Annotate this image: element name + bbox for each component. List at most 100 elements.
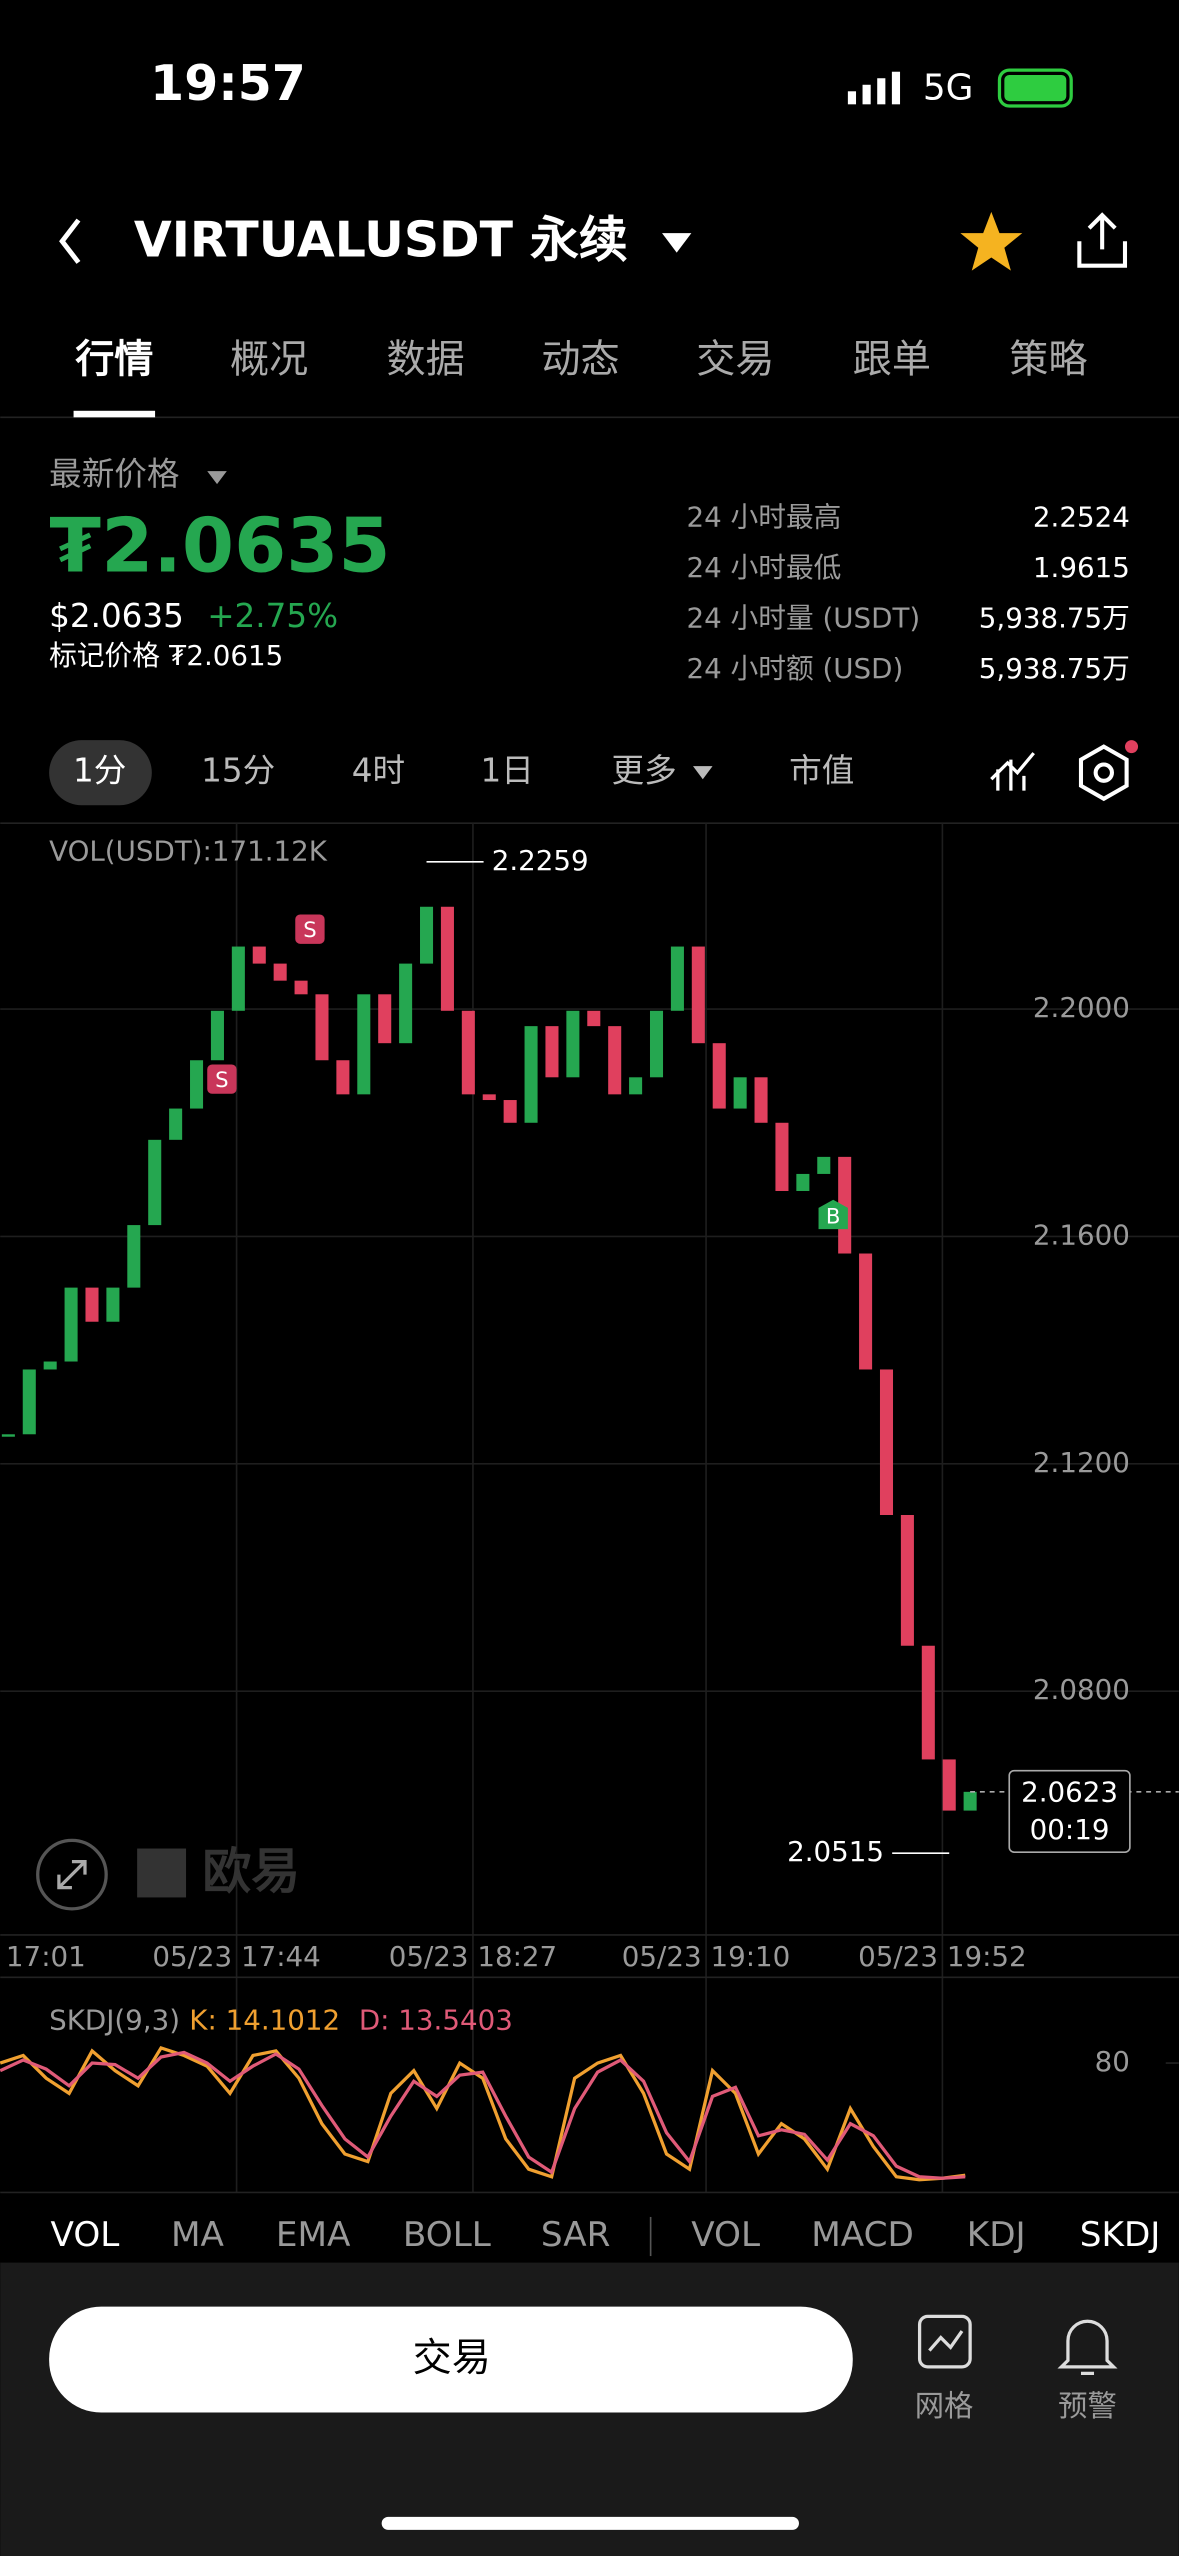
candle	[273, 963, 287, 981]
expand-icon	[57, 1859, 87, 1890]
legend-entry: K: 14.1012	[189, 2003, 340, 2036]
interval-selected	[49, 740, 152, 806]
candle	[629, 1077, 643, 1095]
pair-title[interactable]: VIRTUALUSDT 永续	[134, 211, 628, 268]
home-indicator	[381, 2516, 799, 2530]
y-tick-label: 80	[1095, 2045, 1130, 2078]
candle	[900, 1515, 914, 1646]
candle	[1, 1434, 15, 1437]
indicator-tab[interactable]: VOL	[691, 2215, 760, 2255]
candle	[420, 906, 434, 964]
candle	[963, 1791, 977, 1811]
candle	[169, 1108, 183, 1140]
tab[interactable]: 策略	[1009, 337, 1087, 382]
indicator-icon[interactable]	[990, 752, 1035, 791]
pair-dropdown[interactable]	[662, 233, 692, 253]
indicator-tab[interactable]: EMA	[276, 2215, 351, 2255]
price-label: 最新价格	[49, 455, 179, 493]
signal-marker: S	[207, 1064, 237, 1094]
stat-label: 24 小时量 (USDT)	[686, 601, 920, 634]
indicator-tab[interactable]: SAR	[541, 2215, 611, 2255]
last-price: 2.0623	[1021, 1775, 1118, 1808]
low-label: 2.0515	[787, 1835, 884, 1868]
share-button[interactable]	[1077, 212, 1128, 268]
indicator-tab[interactable]: BOLL	[403, 2215, 491, 2255]
watermark: 欧易	[202, 1843, 300, 1900]
indicator-tab[interactable]: VOL	[51, 2215, 120, 2255]
candle	[921, 1645, 935, 1760]
y-tick-label: 2.1600	[1033, 1218, 1130, 1251]
network: 5G	[923, 68, 974, 109]
indicator-tab[interactable]: KDJ	[967, 2215, 1026, 2255]
interval[interactable]: 1分	[73, 752, 126, 790]
signal-marker: B	[818, 1199, 848, 1230]
tab-underline	[73, 410, 156, 418]
dropdown[interactable]	[207, 471, 227, 485]
candle	[796, 1173, 810, 1191]
expand-button[interactable]	[36, 1838, 108, 1911]
indicator-title: SKDJ(9,3)	[49, 2003, 180, 2036]
candle	[524, 1026, 538, 1123]
high-label: 2.2259	[492, 844, 589, 877]
interval[interactable]: 更多	[612, 752, 677, 790]
trade-label: 交易	[413, 2336, 491, 2381]
interval[interactable]: 市值	[789, 752, 854, 790]
y-tick-label: 2.1200	[1033, 1446, 1130, 1479]
indicator-tab[interactable]: SKDJ	[1080, 2215, 1161, 2255]
settings-icon[interactable]	[1078, 744, 1129, 802]
mark-price: 标记价格 ₮2.0615	[49, 639, 283, 672]
grid-icon[interactable]	[917, 2314, 972, 2369]
time-grid	[235, 823, 944, 2193]
candle	[587, 1010, 601, 1027]
candle	[712, 1043, 726, 1109]
grid-icon-line	[928, 2330, 964, 2352]
candle	[106, 1287, 120, 1322]
logo-mark	[137, 1848, 187, 1898]
candle	[190, 1060, 204, 1109]
battery	[997, 68, 1073, 108]
more-dropdown[interactable]	[693, 766, 713, 780]
tab[interactable]: 数据	[387, 337, 465, 382]
signal-marker: S	[295, 914, 325, 944]
candle	[691, 946, 705, 1044]
candle	[649, 1010, 664, 1078]
interval[interactable]: 4时	[352, 752, 405, 790]
alert-icon[interactable]	[1057, 2319, 1118, 2376]
stat-value: 2.2524	[1033, 500, 1130, 533]
x-tick-label: 05/23 19:52	[858, 1940, 1026, 1973]
candle	[817, 1156, 831, 1174]
x-tick-label: 17:01	[6, 1940, 86, 1973]
back-button[interactable]	[59, 218, 81, 264]
signal-label: S	[303, 917, 316, 942]
tab[interactable]: 跟单	[853, 337, 931, 382]
candle	[503, 1100, 517, 1123]
stat-value: 1.9615	[1033, 551, 1130, 584]
indicator-tab[interactable]: MA	[171, 2215, 225, 2255]
candle	[545, 1026, 559, 1078]
indicator-tab[interactable]: MACD	[811, 2215, 914, 2255]
candle	[378, 994, 392, 1044]
candle	[210, 1010, 224, 1061]
alert-label[interactable]: 预警	[1058, 2389, 1117, 2423]
trade-button[interactable]	[49, 2306, 853, 2413]
tab[interactable]: 交易	[696, 337, 774, 382]
interval[interactable]: 1日	[481, 752, 534, 790]
stat-label: 24 小时额 (USD)	[686, 652, 903, 685]
candle	[733, 1077, 747, 1109]
interval[interactable]: 15分	[201, 752, 275, 790]
usd-price: $2.0635	[49, 597, 184, 635]
favorite-star[interactable]	[960, 211, 1023, 271]
candle	[231, 946, 245, 1011]
grid-label[interactable]: 网格	[915, 2389, 974, 2423]
tab[interactable]: 概况	[230, 337, 308, 382]
tab[interactable]: 行情	[75, 337, 153, 382]
stat-value: 5,938.75万	[979, 601, 1130, 634]
candle	[859, 1253, 873, 1370]
x-tick-label: 05/23 18:27	[389, 1940, 557, 1973]
indicator-line	[0, 2050, 966, 2180]
candle	[357, 994, 371, 1095]
candle	[838, 1156, 852, 1254]
last-price-box	[1008, 1769, 1131, 1853]
tab[interactable]: 动态	[541, 337, 619, 382]
